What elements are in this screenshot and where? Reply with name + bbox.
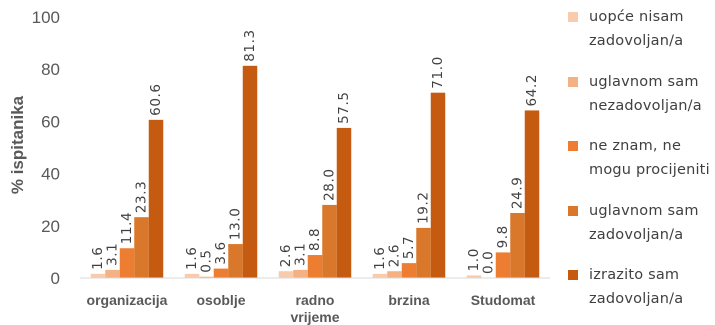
bar [495, 252, 511, 278]
data-label: 64.2 [524, 74, 540, 106]
y-tick-label: 60 [41, 112, 60, 131]
data-label: 60.6 [148, 83, 164, 115]
bar [105, 269, 120, 278]
legend-label-line: mogu procijeniti [589, 162, 710, 178]
bar [148, 119, 164, 278]
legend-label-line: zadovoljan/a [589, 227, 684, 243]
x-tick-label: Studomat [471, 292, 536, 308]
data-label: 13.0 [228, 208, 244, 240]
data-label: 5.7 [401, 236, 417, 259]
legend-label-line: ne znam, ne [589, 138, 682, 154]
bar [293, 269, 308, 278]
data-label: 81.3 [242, 29, 258, 61]
bar [213, 268, 229, 278]
bar [322, 204, 337, 278]
data-label: 0.0 [481, 251, 497, 274]
x-tick-label: brzina [388, 292, 429, 308]
legend-label: uopće nisam zadovoljan/a [589, 5, 715, 53]
bar [228, 244, 243, 278]
bar [524, 110, 540, 278]
legend-swatch [568, 206, 578, 216]
legend-label-line: zadovoljan/a [589, 33, 684, 49]
data-label: 57.5 [336, 91, 352, 123]
y-tick-label: 100 [32, 8, 60, 27]
legend-label: uglavnom sam zadovoljan/a [589, 199, 715, 247]
data-label: 2.6 [278, 244, 294, 267]
data-label: 9.8 [495, 225, 511, 248]
legend-label: ne znam, ne mogu procijeniti [589, 134, 715, 182]
data-label: 1.6 [90, 247, 106, 270]
legend-label: izrazito sam zadovoljan/a [589, 263, 715, 311]
bar [90, 273, 106, 278]
data-label: 1.6 [184, 247, 200, 270]
bar [430, 92, 446, 278]
bar [242, 65, 258, 278]
data-labels: 1.63.111.423.360.61.60.53.613.081.32.63.… [90, 29, 540, 274]
x-tick-label: organizacija [87, 292, 168, 308]
x-tick-label: vrijeme [290, 309, 339, 325]
data-label: 1.6 [372, 247, 388, 270]
bar [184, 273, 200, 278]
legend-label-line: zadovoljan/a [589, 291, 684, 307]
bar [401, 263, 417, 278]
y-tick-label: 20 [41, 217, 60, 236]
data-label: 71.0 [430, 56, 446, 88]
data-label: 8.8 [307, 228, 323, 251]
data-label: 11.4 [119, 212, 135, 244]
legend-swatch [568, 141, 578, 151]
bar [336, 127, 352, 278]
legend-label-line: izrazito sam [589, 267, 680, 283]
legend-label-line: uglavnom sam [589, 203, 699, 219]
data-label: 28.0 [322, 168, 338, 200]
legend-label-line: nezadovoljan/a [589, 98, 702, 114]
bar [134, 217, 149, 278]
data-label: 24.9 [510, 177, 526, 209]
bars [90, 65, 540, 278]
x-tick-label: osoblje [196, 292, 245, 308]
legend-label-line: uglavnom sam [589, 74, 699, 90]
y-tick-label: 80 [41, 60, 60, 79]
bar [416, 227, 431, 278]
data-label: 0.5 [199, 249, 215, 272]
bar [199, 276, 214, 278]
y-tick-label: 0 [51, 269, 60, 288]
y-tick-label: 40 [41, 165, 60, 184]
bar [307, 255, 323, 278]
data-label: 3.1 [105, 243, 121, 266]
data-label: 3.6 [213, 241, 229, 264]
bar [510, 213, 525, 278]
data-label: 19.2 [416, 191, 432, 223]
bar [278, 271, 294, 278]
x-tick-label: radno [296, 292, 335, 308]
legend-swatch [568, 77, 578, 87]
data-label: 1.0 [466, 248, 482, 271]
data-label: 23.3 [134, 181, 150, 213]
data-label: 2.6 [387, 244, 403, 267]
legend-label-line: uopće nisam [589, 9, 684, 25]
legend-label: uglavnom sam nezadovoljan/a [589, 70, 715, 118]
legend-swatch [568, 270, 578, 280]
bar [387, 271, 402, 278]
y-axis: 0 20 40 60 80 100 [32, 8, 60, 288]
data-label: 3.1 [293, 243, 309, 266]
y-axis-title: % ispitanika [8, 95, 27, 194]
bar [372, 273, 388, 278]
legend-swatch [568, 12, 578, 22]
bar [466, 275, 482, 278]
bar [119, 248, 135, 278]
